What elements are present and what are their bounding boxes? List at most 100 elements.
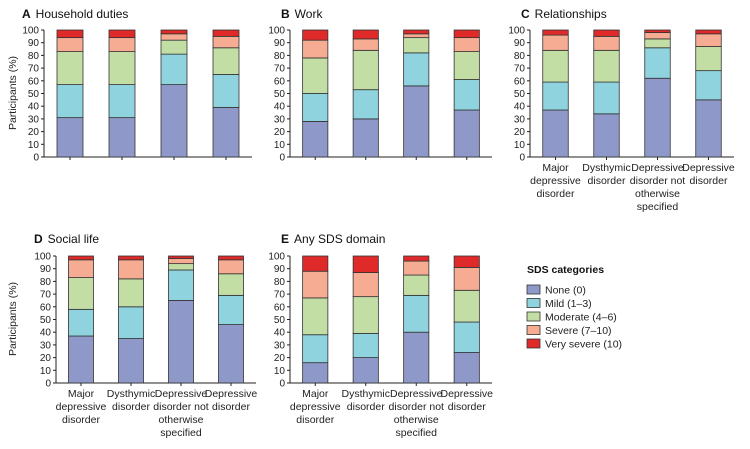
y-tick-label: 50 xyxy=(514,89,526,100)
legend-label: Severe (7–10) xyxy=(545,325,612,337)
y-tick-label: 40 xyxy=(28,102,40,113)
y-tick-label: 100 xyxy=(268,26,285,37)
bar-segment-very-severe-10 xyxy=(453,29,480,39)
y-tick-label: 80 xyxy=(40,277,52,288)
y-tick-label: 50 xyxy=(40,315,52,326)
bar-segment-moderate-4-6 xyxy=(108,51,136,86)
y-tick-label: 60 xyxy=(274,76,286,87)
y-tick-label: 20 xyxy=(274,353,286,364)
x-category-label: Dysthymic disorder xyxy=(342,388,390,413)
panel-letter: D xyxy=(34,232,43,246)
bar-segment-mild-1-3 xyxy=(56,84,84,119)
y-tick-label: 90 xyxy=(514,38,526,49)
bar-segment-very-severe-10 xyxy=(218,255,244,261)
bar-segment-mild-1-3 xyxy=(453,321,480,353)
bar-segment-very-severe-10 xyxy=(56,29,84,39)
y-tick-label: 0 xyxy=(33,153,39,164)
y-tick-label: 30 xyxy=(274,340,286,351)
bar-segment-severe-7-10 xyxy=(453,37,480,52)
legend: SDS categories None (0)Mild (1–3) Moderate… xyxy=(526,264,622,351)
bar-segment-mild-1-3 xyxy=(212,74,240,108)
bar-segment-mild-1-3 xyxy=(644,47,671,79)
bar-segment-severe-7-10 xyxy=(56,37,84,52)
bar-segment-mild-1-3 xyxy=(403,294,430,333)
bar-segment-mild-1-3 xyxy=(695,70,722,101)
bar-segment-severe-7-10 xyxy=(352,272,379,298)
y-tick-label: 0 xyxy=(45,379,51,390)
bar-segment-moderate-4-6 xyxy=(302,57,329,94)
bar-segment-severe-7-10 xyxy=(644,32,671,40)
panel-title-text: Any SDS domain xyxy=(294,232,385,246)
bar-segment-moderate-4-6 xyxy=(68,277,94,310)
y-tick-label: 60 xyxy=(40,302,52,313)
bar-segment-none-0 xyxy=(56,117,84,158)
bar-segment-moderate-4-6 xyxy=(695,46,722,72)
y-tick-label: 80 xyxy=(274,277,286,288)
legend-swatch-none-0 xyxy=(526,284,541,295)
y-tick-label: 40 xyxy=(514,102,526,113)
y-tick-label: 80 xyxy=(28,51,40,62)
bar-segment-severe-7-10 xyxy=(108,37,136,52)
bar-segment-severe-7-10 xyxy=(218,259,244,275)
bar-segment-none-0 xyxy=(453,352,480,384)
y-tick-label: 50 xyxy=(28,89,40,100)
bar-segment-very-severe-10 xyxy=(68,255,94,261)
y-tick-label: 50 xyxy=(274,89,286,100)
bar-segment-severe-7-10 xyxy=(160,33,188,41)
bar-segment-none-0 xyxy=(168,300,194,384)
x-category-label: Dysthymic disorder xyxy=(107,388,155,413)
bar-segment-very-severe-10 xyxy=(302,29,329,41)
bar-segment-mild-1-3 xyxy=(403,52,430,87)
bar-segment-moderate-4-6 xyxy=(453,289,480,323)
bar-segment-very-severe-10 xyxy=(644,29,671,33)
legend-label: None (0) xyxy=(545,285,586,297)
panel-letter: C xyxy=(521,7,530,21)
y-tick-label: 70 xyxy=(274,290,286,301)
bar-segment-none-0 xyxy=(644,77,671,158)
bar-segment-moderate-4-6 xyxy=(644,38,671,49)
legend-swatch-moderate-4-6 xyxy=(526,311,541,322)
bar-segment-very-severe-10 xyxy=(352,29,379,40)
bar-segment-mild-1-3 xyxy=(168,269,194,301)
bar-segment-severe-7-10 xyxy=(302,39,329,59)
legend-label: Moderate (4–6) xyxy=(545,312,617,324)
bar-segment-severe-7-10 xyxy=(68,259,94,278)
bar-segment-severe-7-10 xyxy=(403,260,430,276)
bar-segment-none-0 xyxy=(403,331,430,384)
bar-segment-moderate-4-6 xyxy=(403,274,430,296)
y-tick-label: 50 xyxy=(274,315,286,326)
bar-segment-mild-1-3 xyxy=(352,333,379,359)
bar-segment-none-0 xyxy=(695,99,722,158)
bar-segment-mild-1-3 xyxy=(118,306,144,339)
bar-segment-moderate-4-6 xyxy=(218,273,244,296)
x-category-label: Major depressive disorder xyxy=(530,162,581,200)
bar-segment-none-0 xyxy=(212,107,240,158)
bar-segment-none-0 xyxy=(118,338,144,384)
panel-title: E Any SDS domain xyxy=(281,232,385,246)
bar-segment-mild-1-3 xyxy=(352,89,379,120)
y-tick-label: 100 xyxy=(22,26,39,37)
y-tick-label: 30 xyxy=(514,114,526,125)
bar-segment-moderate-4-6 xyxy=(542,49,569,83)
y-tick-label: 10 xyxy=(514,140,526,151)
y-tick-label: 90 xyxy=(274,38,286,49)
bar-segment-very-severe-10 xyxy=(403,255,430,262)
y-tick-label: 100 xyxy=(34,252,51,263)
y-tick-label: 70 xyxy=(274,64,286,75)
x-category-label: Depressive disorder xyxy=(440,388,493,413)
bar-segment-none-0 xyxy=(302,121,329,158)
panel-title-text: Relationships xyxy=(535,7,607,21)
x-category-label: Major depressive disorder xyxy=(290,388,341,426)
bar-segment-severe-7-10 xyxy=(302,270,329,299)
y-tick-label: 0 xyxy=(519,153,525,164)
bar-segment-moderate-4-6 xyxy=(56,51,84,86)
bar-segment-mild-1-3 xyxy=(302,93,329,122)
x-category-label: Depressive disorder xyxy=(205,388,258,413)
panel-title: D Social life xyxy=(34,232,99,246)
y-tick-label: 30 xyxy=(40,340,52,351)
y-tick-label: 70 xyxy=(514,64,526,75)
bar-segment-very-severe-10 xyxy=(302,255,329,272)
bar-segment-none-0 xyxy=(403,85,430,158)
